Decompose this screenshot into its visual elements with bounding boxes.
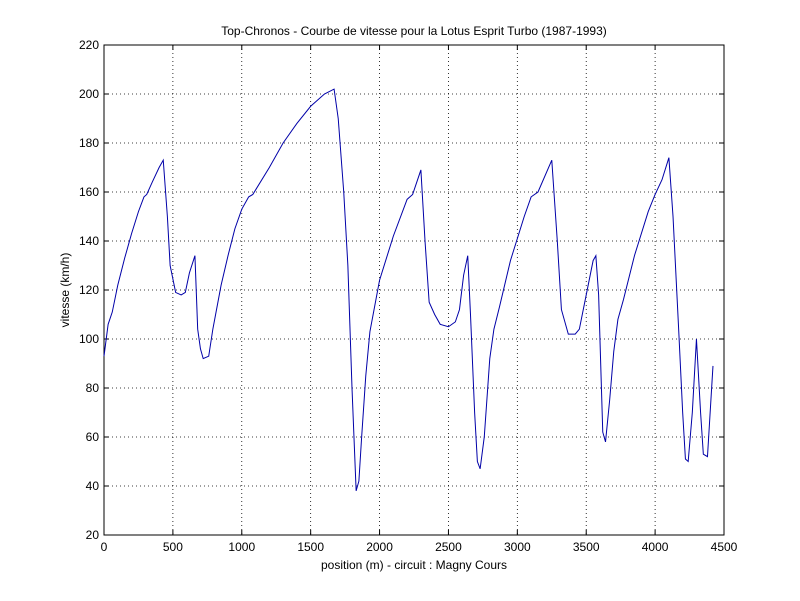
data-line	[103, 88, 714, 492]
y-tick-label: 140	[79, 234, 99, 248]
y-tick-label: 180	[79, 136, 99, 150]
x-tick-label: 1000	[228, 540, 255, 554]
x-tick-label: 3500	[573, 540, 600, 554]
plot-frame	[103, 44, 725, 536]
y-tick-label: 100	[79, 332, 99, 346]
y-tick-label: 160	[79, 185, 99, 199]
x-tick-label: 4500	[711, 540, 738, 554]
x-tick-label: 1500	[297, 540, 324, 554]
y-tick-label: 60	[86, 430, 100, 444]
y-tick-label: 200	[79, 87, 99, 101]
x-axis-label: position (m) - circuit : Magny Cours	[321, 558, 507, 572]
x-tick-label: 4000	[642, 540, 669, 554]
y-tick-label: 220	[79, 38, 99, 52]
y-tick-label: 40	[86, 479, 100, 493]
y-tick-label: 120	[79, 283, 99, 297]
y-tick-label: 80	[86, 381, 100, 395]
y-tick-label: 20	[86, 528, 100, 542]
x-tick-label: 2000	[366, 540, 393, 554]
y-axis-label: vitesse (km/h)	[58, 253, 72, 328]
x-tick-label: 0	[101, 540, 108, 554]
x-tick-label: 2500	[435, 540, 462, 554]
x-tick-label: 3000	[504, 540, 531, 554]
chart-title: Top-Chronos - Courbe de vitesse pour la …	[221, 24, 607, 38]
x-tick-label: 500	[163, 540, 183, 554]
